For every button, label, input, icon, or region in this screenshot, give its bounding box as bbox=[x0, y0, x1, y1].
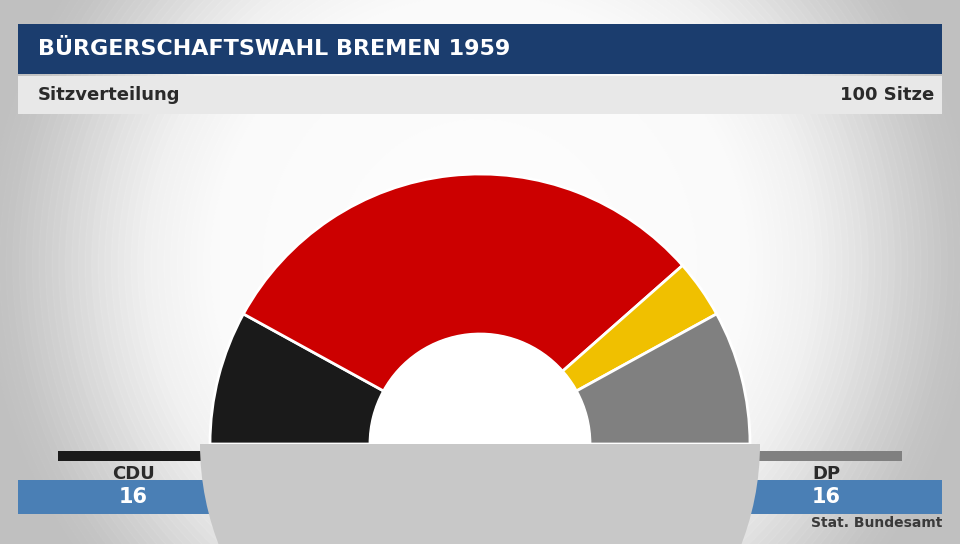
Circle shape bbox=[98, 0, 862, 544]
Circle shape bbox=[243, 27, 717, 501]
Circle shape bbox=[45, 0, 915, 544]
Circle shape bbox=[473, 257, 487, 270]
Bar bbox=[59, 451, 208, 461]
Circle shape bbox=[282, 66, 678, 461]
Text: 7: 7 bbox=[588, 487, 603, 507]
Circle shape bbox=[137, 0, 823, 544]
Circle shape bbox=[316, 100, 644, 429]
Text: Stat. Bundesamt: Stat. Bundesamt bbox=[810, 516, 942, 530]
Wedge shape bbox=[563, 265, 716, 391]
Circle shape bbox=[39, 0, 921, 544]
Circle shape bbox=[374, 159, 586, 369]
Text: CDU: CDU bbox=[112, 465, 155, 483]
Circle shape bbox=[105, 0, 855, 544]
Circle shape bbox=[144, 0, 816, 544]
Circle shape bbox=[460, 244, 500, 284]
Circle shape bbox=[204, 0, 756, 540]
Circle shape bbox=[427, 211, 533, 317]
Text: BÜRGERSCHAFTSWAHL BREMEN 1959: BÜRGERSCHAFTSWAHL BREMEN 1959 bbox=[38, 39, 511, 59]
Circle shape bbox=[85, 0, 875, 544]
Circle shape bbox=[322, 106, 638, 422]
Circle shape bbox=[151, 0, 809, 544]
Circle shape bbox=[362, 145, 598, 382]
Circle shape bbox=[348, 132, 612, 395]
Wedge shape bbox=[210, 314, 384, 444]
Circle shape bbox=[368, 152, 592, 376]
Wedge shape bbox=[244, 174, 683, 391]
Bar bbox=[18, 76, 942, 114]
Circle shape bbox=[250, 34, 710, 494]
Circle shape bbox=[395, 178, 565, 350]
Circle shape bbox=[401, 185, 559, 343]
Circle shape bbox=[229, 14, 731, 514]
Bar bbox=[289, 451, 440, 461]
Circle shape bbox=[408, 191, 552, 336]
Circle shape bbox=[335, 119, 625, 409]
Circle shape bbox=[52, 0, 908, 544]
Circle shape bbox=[111, 0, 849, 544]
Circle shape bbox=[370, 334, 590, 544]
Circle shape bbox=[388, 172, 572, 356]
Circle shape bbox=[183, 0, 777, 544]
Wedge shape bbox=[370, 334, 590, 444]
Bar bbox=[752, 451, 901, 461]
Circle shape bbox=[263, 47, 697, 481]
Wedge shape bbox=[368, 444, 592, 544]
Circle shape bbox=[447, 231, 513, 297]
Circle shape bbox=[467, 251, 493, 277]
Circle shape bbox=[91, 0, 869, 544]
Circle shape bbox=[256, 40, 704, 488]
Circle shape bbox=[118, 0, 842, 544]
Circle shape bbox=[302, 86, 658, 442]
Circle shape bbox=[342, 126, 618, 402]
Bar bbox=[520, 451, 671, 461]
Circle shape bbox=[132, 0, 828, 544]
Circle shape bbox=[224, 7, 736, 521]
Circle shape bbox=[414, 198, 546, 330]
Text: SPD: SPD bbox=[344, 465, 385, 483]
Circle shape bbox=[65, 0, 895, 544]
Text: 61: 61 bbox=[350, 487, 379, 507]
Circle shape bbox=[190, 0, 770, 544]
Circle shape bbox=[79, 0, 881, 544]
Circle shape bbox=[217, 1, 743, 527]
Text: 100 Sitze: 100 Sitze bbox=[840, 86, 934, 104]
Circle shape bbox=[276, 60, 684, 468]
Circle shape bbox=[171, 0, 789, 544]
Bar bbox=[18, 24, 942, 74]
Circle shape bbox=[454, 238, 506, 290]
Text: DP: DP bbox=[812, 465, 841, 483]
Circle shape bbox=[328, 113, 632, 416]
Circle shape bbox=[178, 0, 782, 544]
Circle shape bbox=[296, 80, 664, 448]
Circle shape bbox=[434, 218, 526, 310]
Circle shape bbox=[210, 0, 750, 534]
Text: Sitzverteilung: Sitzverteilung bbox=[38, 86, 180, 104]
Circle shape bbox=[164, 0, 796, 544]
Text: FDP: FDP bbox=[575, 465, 615, 483]
Wedge shape bbox=[200, 444, 760, 544]
Circle shape bbox=[197, 0, 763, 544]
Circle shape bbox=[125, 0, 835, 544]
Text: 16: 16 bbox=[812, 487, 841, 507]
Wedge shape bbox=[576, 314, 750, 444]
Circle shape bbox=[72, 0, 888, 544]
Circle shape bbox=[309, 93, 651, 435]
Circle shape bbox=[355, 139, 605, 389]
Text: 16: 16 bbox=[119, 487, 148, 507]
Circle shape bbox=[59, 0, 901, 544]
Circle shape bbox=[441, 225, 519, 304]
Bar bbox=[18, 480, 942, 514]
Circle shape bbox=[270, 53, 690, 474]
Circle shape bbox=[381, 165, 579, 363]
Circle shape bbox=[289, 73, 671, 455]
Circle shape bbox=[236, 21, 724, 508]
Circle shape bbox=[157, 0, 803, 544]
Circle shape bbox=[420, 205, 540, 323]
